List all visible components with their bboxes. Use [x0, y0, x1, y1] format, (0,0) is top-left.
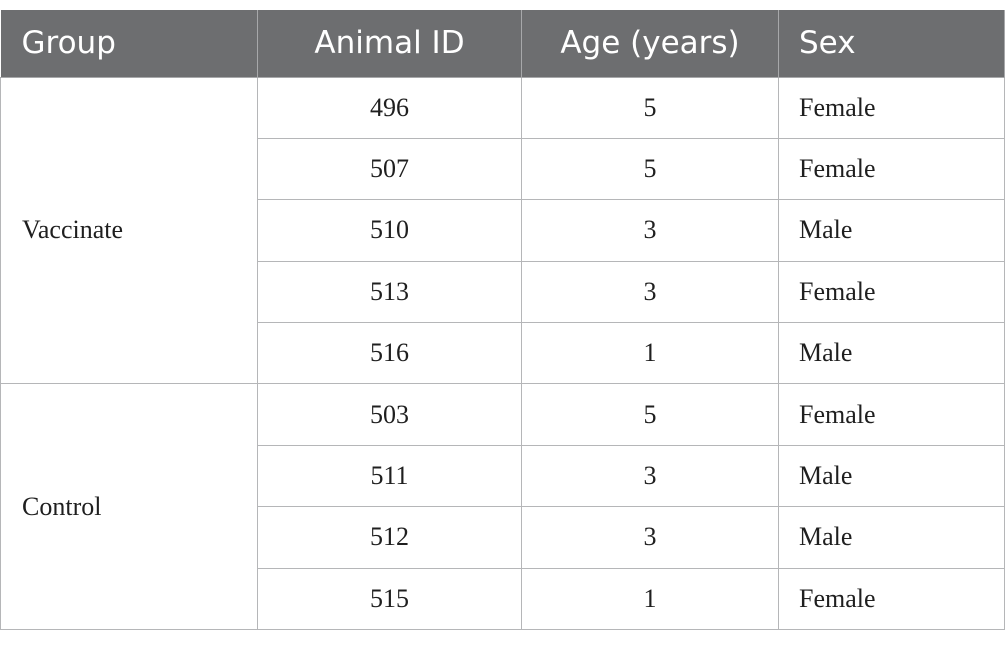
age-cell: 5 — [521, 137, 779, 201]
age-cell: 3 — [521, 506, 779, 569]
table-body: Vaccinate 496 5 Female 507 5 Female 510 … — [0, 77, 1005, 631]
animal-id-cell: 507 — [257, 137, 522, 201]
age-cell: 1 — [521, 322, 779, 385]
age-cell: 3 — [521, 199, 779, 262]
sex-cell: Female — [778, 260, 1005, 324]
animal-id-cell: 496 — [257, 77, 522, 139]
table-row: 510 3 Male — [1, 199, 1005, 262]
group-cell-control: Control — [0, 383, 258, 631]
animal-id-cell: 510 — [257, 199, 522, 262]
age-cell: 3 — [521, 444, 779, 508]
age-cell: 5 — [521, 77, 779, 139]
header-sex: Sex — [778, 10, 1005, 78]
sex-cell: Male — [778, 444, 1005, 508]
table-row: 507 5 Female — [1, 137, 1005, 201]
animal-id-cell: 515 — [257, 567, 522, 631]
animal-id-cell: 512 — [257, 506, 522, 569]
animal-id-cell: 511 — [257, 444, 522, 508]
table-row: 516 1 Male — [1, 322, 1005, 385]
table-row: 513 3 Female — [1, 260, 1005, 324]
header-age: Age (years) — [521, 10, 779, 78]
header-row: Group Animal ID Age (years) Sex — [0, 10, 1005, 78]
sex-cell: Male — [778, 322, 1005, 385]
animal-id-cell: 516 — [257, 322, 522, 385]
sex-cell: Male — [778, 199, 1005, 262]
age-cell: 1 — [521, 567, 779, 631]
age-cell: 5 — [521, 383, 779, 446]
sex-cell: Female — [778, 137, 1005, 201]
table-row: Vaccinate 496 5 Female — [0, 77, 1005, 385]
age-cell: 3 — [521, 260, 779, 324]
sex-cell: Female — [778, 567, 1005, 631]
data-table: Group Animal ID Age (years) Sex Vaccinat… — [0, 10, 1005, 631]
table-row: 515 1 Female — [1, 567, 1005, 631]
table-row: 512 3 Male — [1, 506, 1005, 569]
sex-cell: Female — [778, 77, 1005, 139]
group-cell-vaccinate: Vaccinate — [0, 77, 258, 385]
animal-id-cell: 513 — [257, 260, 522, 324]
header-animal-id: Animal ID — [257, 10, 522, 78]
animal-id-cell: 503 — [257, 383, 522, 446]
sex-cell: Female — [778, 383, 1005, 446]
table-row: Control 503 5 Female — [0, 383, 1005, 631]
sex-cell: Male — [778, 506, 1005, 569]
header-group: Group — [0, 10, 258, 78]
